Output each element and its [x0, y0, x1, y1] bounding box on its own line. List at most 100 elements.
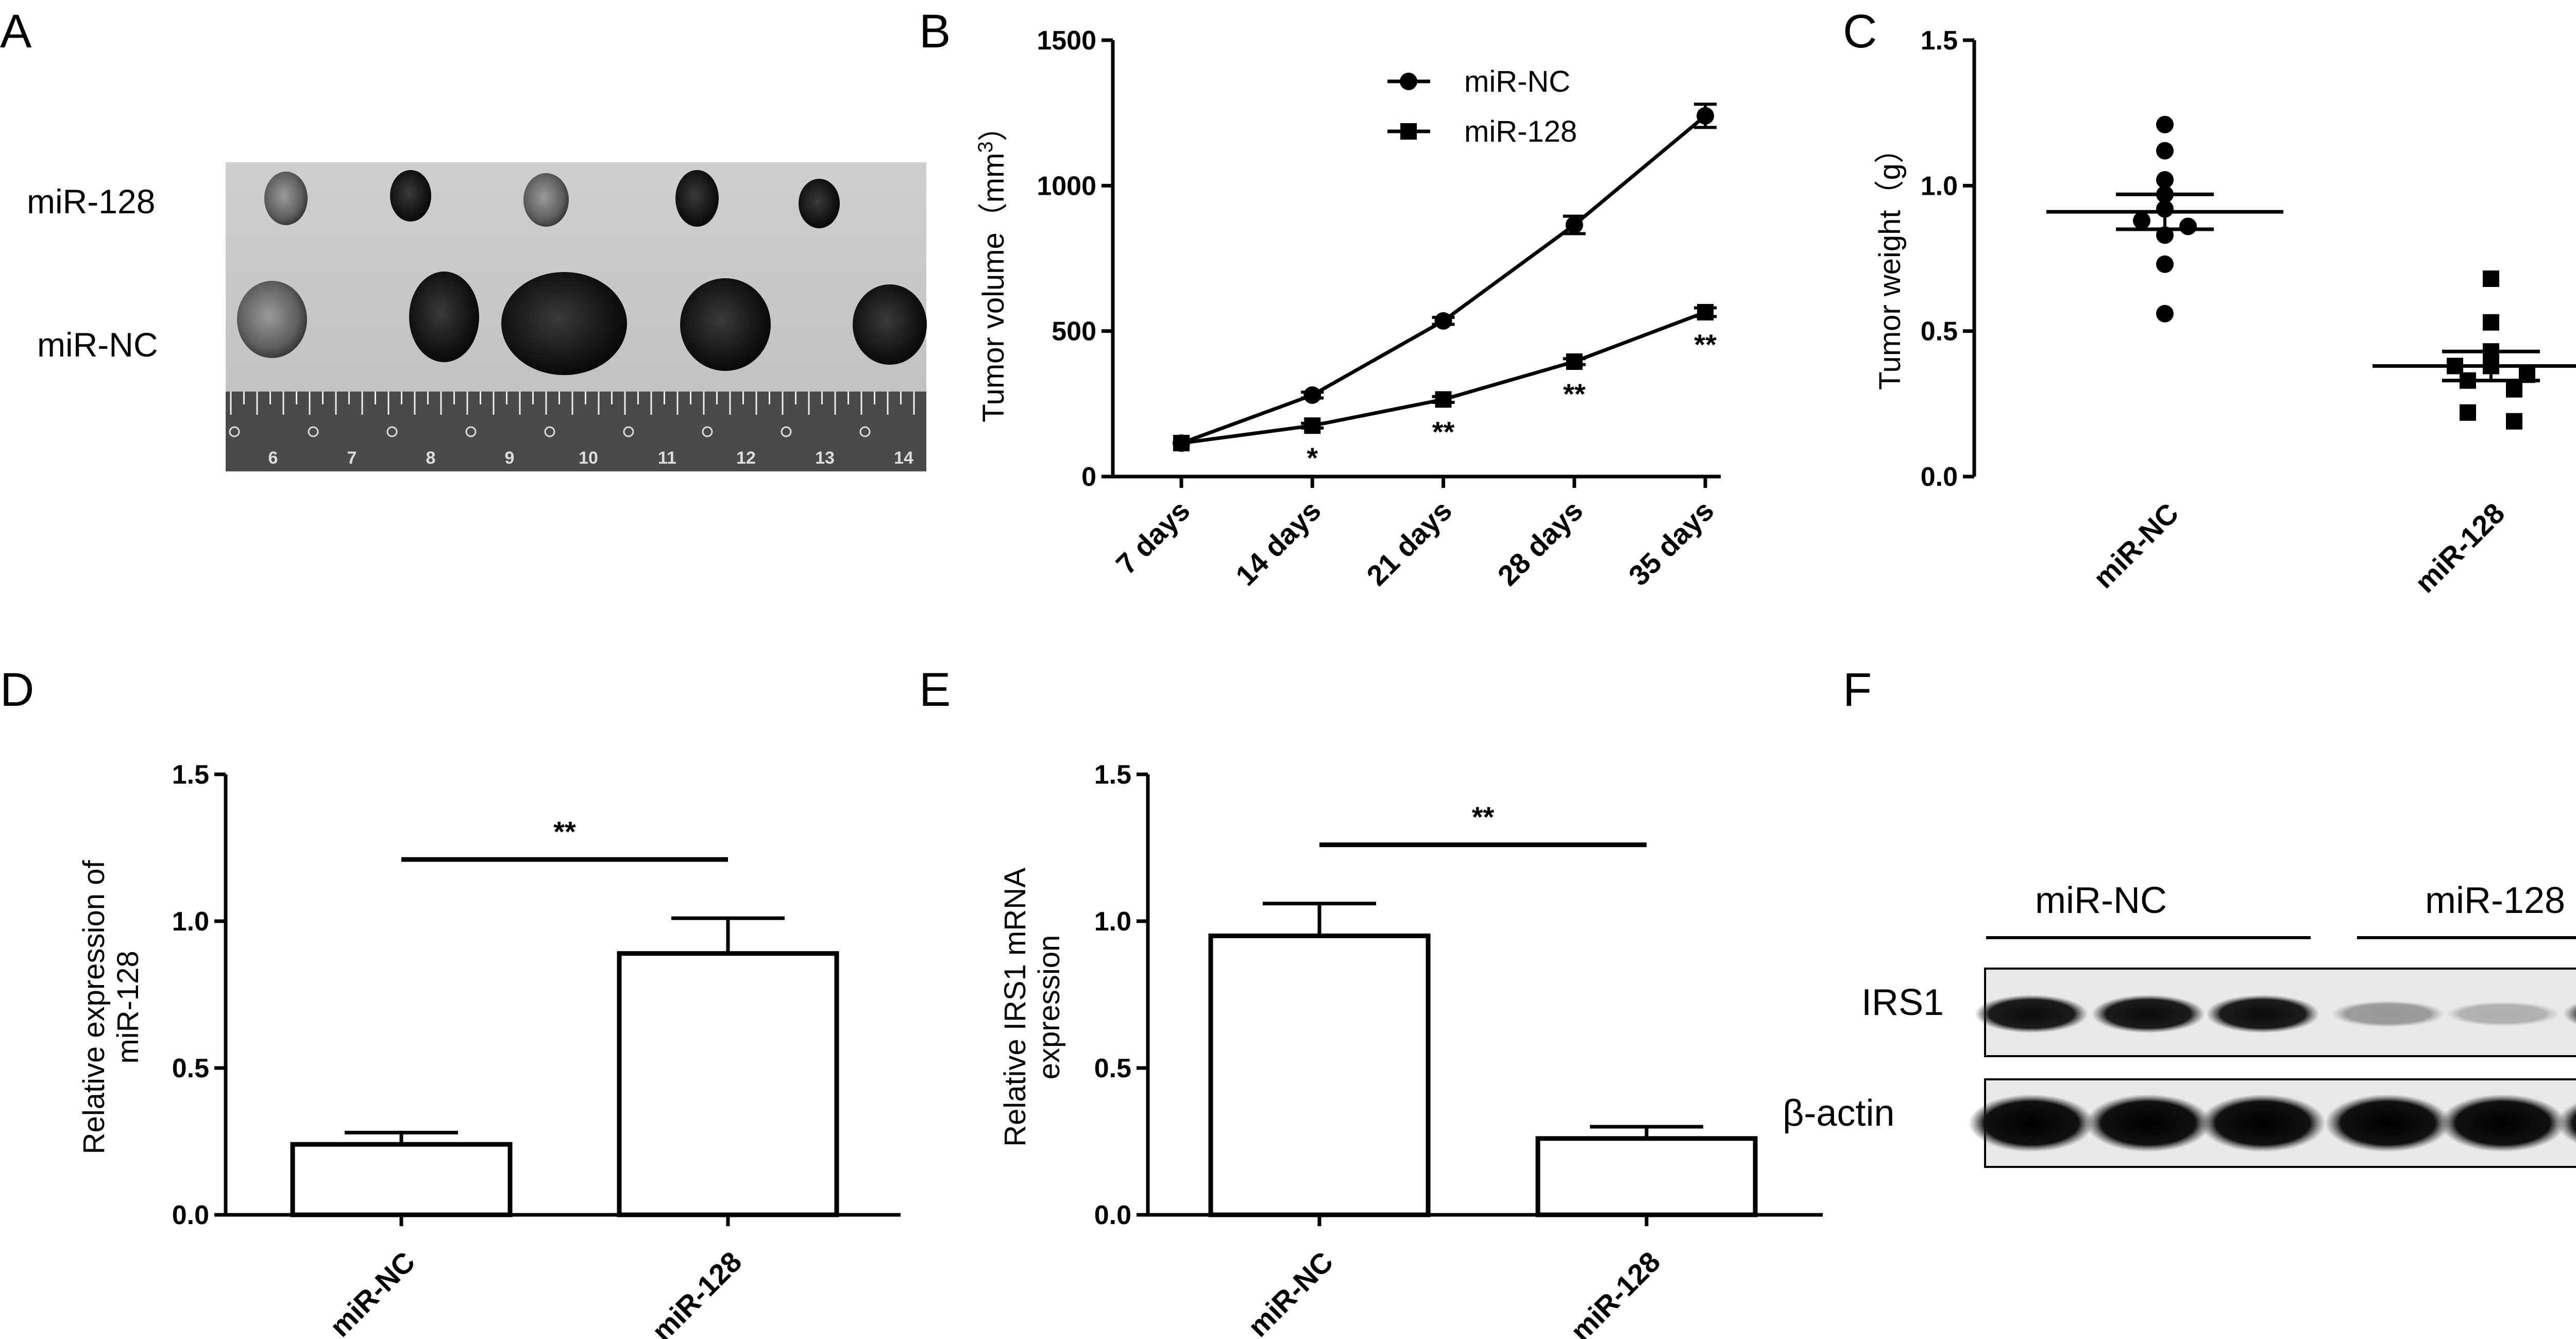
data-point	[2483, 314, 2499, 331]
band-actin	[2086, 1094, 2211, 1152]
ruler-hole	[781, 426, 792, 437]
y-axis-label-line-2: expression	[1032, 935, 1066, 1079]
data-point	[2179, 217, 2197, 235]
tumors-mir-nc	[237, 272, 927, 375]
ruler-number: 13	[815, 448, 835, 468]
y-axis-label-line-1: Relative IRS1 mRNA	[998, 868, 1032, 1147]
tumor	[799, 179, 840, 228]
y-axis-label-line-2: miR-128	[111, 951, 145, 1063]
tumor	[680, 278, 771, 371]
tumor	[675, 170, 719, 227]
y-axis-label: Tumor weight（g）	[1873, 133, 1907, 389]
data-point	[1566, 353, 1583, 370]
x-tick-label: miR-NC	[1242, 1245, 1340, 1339]
row-label-beta-actin: β-actin	[1783, 1093, 1894, 1134]
ruler-hole	[859, 426, 871, 437]
ruler-number: 7	[347, 448, 357, 468]
panel-a: A miR-128 miR-NC 6 7 8 9 10 11 12 13 14	[0, 5, 927, 471]
x-tick-label: 21 days	[1360, 494, 1458, 592]
significance-marker: *	[1307, 442, 1318, 474]
y-tick-label: 1.0	[1094, 907, 1131, 937]
y-tick-label: 0.5	[1921, 317, 1958, 347]
data-point	[1173, 435, 1190, 452]
y-tick-label: 1500	[1037, 26, 1096, 56]
ruler-hole	[623, 426, 634, 437]
ruler-number: 14	[894, 448, 913, 468]
data-point	[2133, 212, 2150, 230]
panel-letter-f: F	[1843, 664, 1872, 716]
significance-marker: **	[1432, 415, 1455, 448]
bar-miR-128	[617, 951, 839, 1217]
band-irs1	[2092, 994, 2205, 1033]
ruler-number: 11	[658, 448, 676, 468]
panel-letter-d: D	[0, 664, 34, 716]
x-tick-label: 14 days	[1229, 494, 1327, 592]
ruler-number: 8	[426, 448, 436, 468]
band-irs1	[1975, 994, 2088, 1033]
band-irs1	[2446, 1002, 2560, 1026]
legend-label-mir-128: miR-128	[1464, 115, 1577, 148]
panel-d-mir-128-expression-chart: D Relative expression of miR-128 0.0 0.5 1…	[0, 664, 901, 1339]
panel-letter-b: B	[919, 5, 951, 58]
ruler-numbers: 6 7 8 9 10 11 12 13 14	[229, 426, 913, 468]
data-point	[2460, 404, 2476, 421]
data-point	[1435, 391, 1452, 408]
ruler-hole	[308, 426, 319, 437]
data-point	[2483, 270, 2499, 287]
x-tick-label: miR-128	[1564, 1245, 1667, 1339]
ruler-hole	[702, 426, 713, 437]
data-point	[2156, 142, 2174, 160]
y-tick-label: 0.5	[1094, 1054, 1131, 1083]
tumor	[409, 272, 479, 362]
photo-label-mir-128: miR-128	[27, 182, 155, 221]
ruler-hole	[386, 426, 398, 437]
actin-bands	[1969, 1094, 2576, 1152]
panel-c-tumor-weight-chart: C Tumor weight（g） 0.0 0.5 1.0 1.5 miR-NC miR-…	[1843, 5, 2576, 599]
y-tick-label: 0.0	[1094, 1200, 1131, 1230]
panel-f-western-blot: F miR-NC miR-128 IRS1 β-actin	[1783, 664, 2576, 1168]
ruler-hole	[465, 426, 477, 437]
significance-marker: **	[1563, 378, 1586, 410]
y-tick-label: 0.0	[1921, 462, 1958, 492]
band-irs1	[2206, 994, 2319, 1033]
panel-letter-c: C	[1843, 5, 1877, 58]
tumor	[523, 173, 569, 227]
significance-marker: **	[1694, 328, 1717, 361]
ruler-number: 12	[736, 448, 756, 468]
band-irs1	[2563, 1003, 2576, 1025]
data-point	[1697, 303, 1714, 320]
ruler-number: 9	[505, 448, 515, 468]
legend-label-mir-nc: miR-NC	[1464, 65, 1570, 98]
y-tick-label: 1000	[1037, 171, 1096, 201]
legend: miR-NC miR-128	[1387, 65, 1577, 148]
band-actin	[2325, 1094, 2451, 1152]
data-point	[2506, 413, 2522, 430]
data-point	[2156, 304, 2174, 323]
ruler-hole	[544, 426, 555, 437]
tumor	[390, 170, 431, 222]
group-label-mir-128: miR-128	[2425, 880, 2565, 921]
tumor	[501, 272, 627, 375]
data-point	[2156, 115, 2174, 133]
ruler-hole	[229, 426, 240, 437]
data-point	[1697, 107, 1714, 125]
tumor	[264, 172, 308, 225]
tumor	[237, 281, 307, 358]
tumors-mir-128	[264, 170, 840, 228]
y-tick-label: 1.5	[1094, 760, 1131, 790]
y-axis-label: Tumor volume（mm3）	[974, 111, 1010, 422]
panel-e-irs1-mrna-chart: E Relative IRS1 mRNA expression 0.0 0.5 1.…	[919, 664, 1823, 1339]
y-tick-label: 1.0	[172, 907, 209, 937]
y-tick-label: 1.5	[172, 760, 209, 790]
y-tick-label: 1.5	[1921, 26, 1958, 56]
x-tick-label: miR-NC	[324, 1245, 421, 1339]
y-tick-label: 1.0	[1921, 171, 1958, 201]
panel-letter-e: E	[919, 664, 951, 716]
band-actin	[2557, 1102, 2576, 1144]
band-actin	[2200, 1094, 2326, 1152]
data-point	[1303, 386, 1321, 404]
data-point	[1434, 312, 1452, 330]
x-tick-label: miR-128	[2409, 497, 2511, 599]
significance-marker: **	[553, 815, 576, 848]
